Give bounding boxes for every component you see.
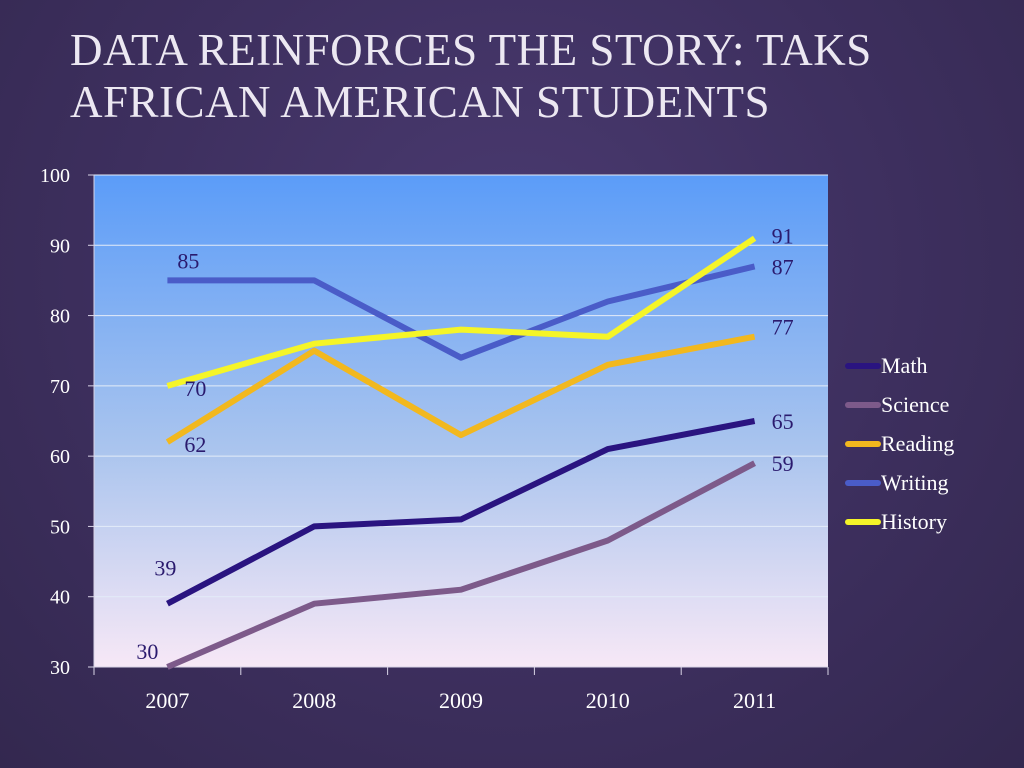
legend-label-writing: Writing (881, 470, 949, 495)
data-label-reading: 77 (772, 315, 794, 340)
slide-title: DATA REINFORCES THE STORY: TAKS AFRICAN … (70, 24, 990, 128)
x-tick-label: 2007 (145, 688, 189, 713)
legend-item-reading: Reading (845, 431, 954, 456)
legend-label-reading: Reading (881, 431, 954, 456)
y-tick-label: 60 (50, 446, 70, 468)
y-tick-label: 40 (50, 587, 70, 609)
x-tick-label: 2009 (439, 688, 483, 713)
legend-item-science: Science (845, 392, 949, 417)
data-label-history: 70 (184, 376, 206, 401)
series-line-reading (165, 333, 756, 445)
y-tick-label: 90 (50, 235, 70, 257)
y-tick-label: 50 (50, 516, 70, 538)
slide-title-line-1: DATA REINFORCES THE STORY: TAKS (70, 25, 872, 75)
series-line-history (166, 235, 757, 389)
x-tick-label: 2008 (292, 688, 336, 713)
data-label-math: 39 (154, 556, 176, 581)
legend-label-history: History (881, 509, 947, 534)
data-label-writing: 87 (772, 254, 794, 279)
legend-item-math: Math (845, 353, 927, 378)
legend-label-science: Science (881, 392, 949, 417)
data-label-writing: 85 (177, 248, 199, 273)
data-label-science: 59 (772, 451, 794, 476)
x-tick-label: 2010 (586, 688, 630, 713)
legend-item-history: History (845, 509, 947, 534)
y-tick-label: 80 (50, 306, 70, 328)
slide-title-line-2: AFRICAN AMERICAN STUDENTS (70, 77, 771, 127)
legend-item-writing: Writing (845, 470, 949, 495)
legend-label-math: Math (881, 353, 927, 378)
data-label-history: 91 (772, 223, 794, 248)
series-line-writing (167, 263, 756, 361)
data-label-reading: 62 (184, 432, 206, 457)
y-tick-label: 100 (40, 165, 70, 187)
data-label-math: 65 (772, 409, 794, 434)
plot-area (94, 175, 828, 667)
series-line-math (166, 418, 756, 607)
series-line-science (166, 460, 756, 670)
data-label-science: 30 (136, 639, 158, 664)
x-tick-label: 2011 (733, 688, 776, 713)
y-tick-label: 70 (50, 376, 70, 398)
y-tick-label: 30 (50, 657, 70, 679)
